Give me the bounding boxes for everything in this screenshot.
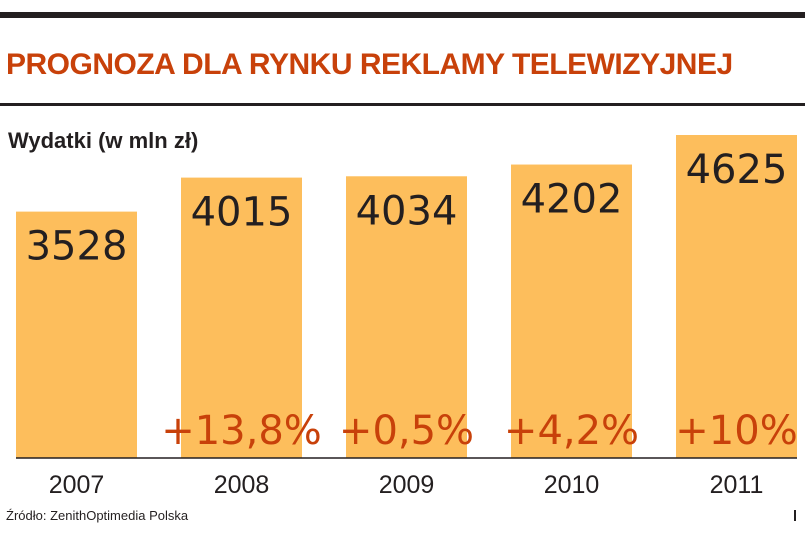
value-label-2010: 4202 <box>521 177 623 223</box>
change-label-2011: +10% <box>675 408 797 454</box>
chart-subtitle: Wydatki (w mln zł) <box>8 128 199 153</box>
corner-mark <box>794 510 796 521</box>
bar-2009 <box>346 176 467 458</box>
bar-2007 <box>16 211 137 458</box>
value-label-2007: 3528 <box>26 224 128 270</box>
bars-layer <box>16 135 797 458</box>
x-tick-label-2008: 2008 <box>214 471 270 499</box>
change-label-2009: +0,5% <box>339 408 474 454</box>
chart-title: PROGNOZA DLA RYNKU REKLAMY TELEWIZYJNEJ <box>6 48 733 81</box>
ticks-layer: 2007 2008 2009 2010 2011 <box>49 471 764 499</box>
value-label-2009: 4034 <box>356 188 458 234</box>
x-tick-label-2011: 2011 <box>710 471 764 499</box>
x-tick-label-2010: 2010 <box>544 471 600 499</box>
bar-2011 <box>676 135 797 458</box>
change-label-2008: +13,8% <box>161 408 322 454</box>
labels-layer: 3528 4015 +13,8% 4034 +0,5% 4202 +4,2% 4625 +10% <box>26 147 798 454</box>
source-note: Źródło: ZenithOptimedia Polska <box>6 508 189 523</box>
bar-2008 <box>181 177 302 458</box>
top-rule <box>0 12 805 18</box>
value-label-2008: 4015 <box>191 190 293 236</box>
bar-2010 <box>511 164 632 458</box>
value-label-2011: 4625 <box>686 147 788 193</box>
change-label-2010: +4,2% <box>504 408 639 454</box>
title-rule <box>0 103 805 106</box>
x-tick-label-2009: 2009 <box>379 471 435 499</box>
x-tick-label-2007: 2007 <box>49 471 105 499</box>
